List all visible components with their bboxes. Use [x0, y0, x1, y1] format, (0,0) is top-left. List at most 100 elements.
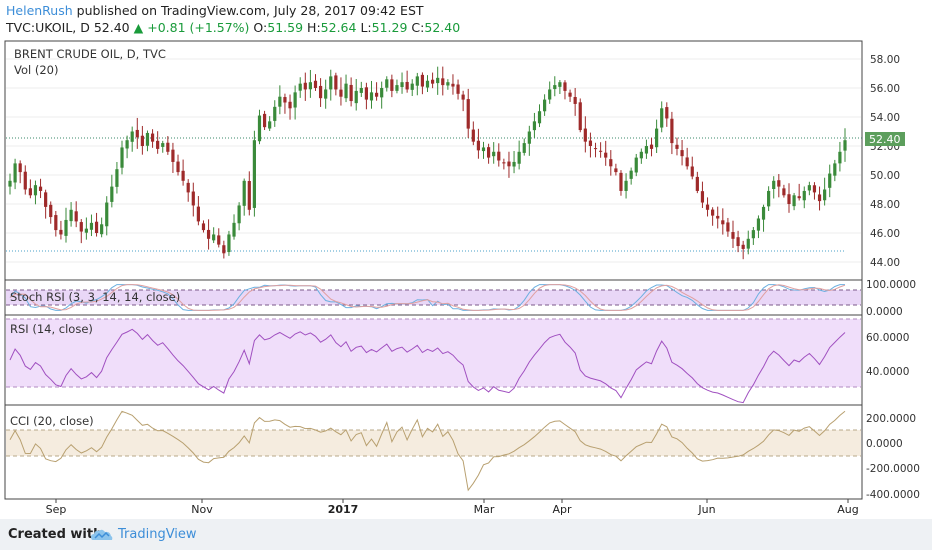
candle-body [222, 245, 226, 254]
candle-body [28, 188, 32, 196]
author-link[interactable]: HelenRush [6, 3, 73, 18]
cci-label: CCI (20, close) [10, 414, 94, 428]
candle-body [456, 84, 460, 94]
volume-label: Vol (20) [14, 63, 58, 77]
low-label: L: [360, 20, 372, 35]
candle-body [736, 237, 740, 247]
candle-body [313, 80, 318, 88]
candle-body [405, 81, 409, 90]
candle-body [125, 140, 129, 149]
candle-body [537, 111, 542, 124]
high-label: H: [307, 20, 321, 35]
candle-body [476, 140, 481, 151]
chart-canvas[interactable]: Sep Nov 2017 Mar Apr Jun Aug 44.00 46.00 48.00 50… [0, 0, 932, 519]
candle-body [324, 89, 328, 99]
candle-body [471, 129, 475, 142]
candle-body [548, 89, 552, 100]
candle-body [334, 75, 338, 90]
candle-body [772, 180, 776, 189]
x-axis: Sep Nov 2017 Mar Apr Jun Aug [46, 499, 859, 516]
candle-body [573, 96, 577, 104]
candle-body [237, 205, 241, 224]
candle-body [186, 182, 190, 193]
candle-body [354, 90, 358, 104]
ticker-symbol: TVC:UKOIL, D [6, 20, 94, 35]
candle-body [823, 189, 827, 201]
candle-body [212, 234, 216, 241]
candle-body [227, 234, 231, 253]
candle-body [649, 144, 654, 149]
candle-body [54, 215, 58, 231]
candle-body [604, 152, 608, 158]
x-tick-label: 2017 [328, 503, 359, 516]
candle-body [273, 106, 277, 121]
candle-body [502, 162, 506, 164]
candle-body [695, 176, 699, 191]
candle-body [115, 169, 119, 187]
candle-body [634, 157, 638, 173]
candle-body [288, 101, 292, 109]
candle-body [64, 219, 68, 236]
candle-body [13, 163, 17, 183]
created-with-text: Created with [8, 527, 103, 542]
candle-body [578, 102, 582, 131]
candle-body [257, 115, 262, 142]
y-axis: 44.0046.0048.0050.0052.0054.0056.0058.00… [866, 54, 920, 501]
candle-body [156, 140, 160, 149]
candle-body [833, 163, 837, 176]
candle-body [517, 151, 521, 164]
price-tag-text: 52.40 [869, 133, 901, 146]
candle-body [660, 108, 664, 128]
cci-line [9, 410, 846, 492]
candle-body [59, 229, 63, 235]
candle-body [23, 171, 27, 190]
candle-body [690, 166, 694, 177]
candle-body [110, 186, 114, 202]
cci-band [6, 430, 861, 456]
candle-body [721, 220, 725, 225]
candle-body [527, 131, 531, 144]
candle-body [792, 195, 796, 207]
candle-body [196, 206, 200, 222]
candle-body [100, 224, 104, 235]
candle-body [79, 222, 83, 232]
candle-body [415, 76, 419, 86]
candle-body [232, 222, 236, 237]
candle-body [716, 215, 720, 219]
candle-body [69, 209, 73, 222]
candle-body [705, 204, 710, 210]
price-tag [865, 132, 905, 146]
candle-body [553, 85, 557, 90]
candle-body [843, 140, 847, 151]
indicator-tick-label: -400.0000 [866, 489, 920, 501]
candle-body [242, 180, 246, 206]
candle-body [451, 83, 455, 87]
candle-body [787, 194, 791, 204]
candle-body [33, 185, 38, 196]
y-tick-label: 44.00 [870, 257, 900, 269]
candle-body [680, 150, 684, 157]
candle-body [374, 92, 379, 97]
candle-body [293, 92, 297, 108]
candle-body [84, 228, 88, 233]
candle-body [619, 172, 623, 191]
candle-body [430, 79, 435, 84]
candle-body [461, 94, 465, 100]
candle-body [8, 180, 12, 187]
candle-body [614, 168, 618, 173]
stoch-band [6, 290, 861, 305]
tradingview-link[interactable]: TradingView [118, 527, 197, 542]
candle-body [807, 185, 811, 191]
candles [8, 66, 847, 260]
candle-body [390, 79, 394, 91]
candle-body [283, 97, 287, 103]
low-value: 51.29 [371, 20, 408, 35]
y-tick-label: 50.00 [870, 170, 900, 182]
candle-body [318, 85, 323, 99]
candle-body [49, 204, 53, 218]
candle-body [420, 74, 425, 87]
candle-body [150, 133, 155, 142]
candle-body [797, 196, 801, 199]
y-tick-label: 56.00 [870, 83, 900, 95]
candle-body [380, 88, 384, 98]
